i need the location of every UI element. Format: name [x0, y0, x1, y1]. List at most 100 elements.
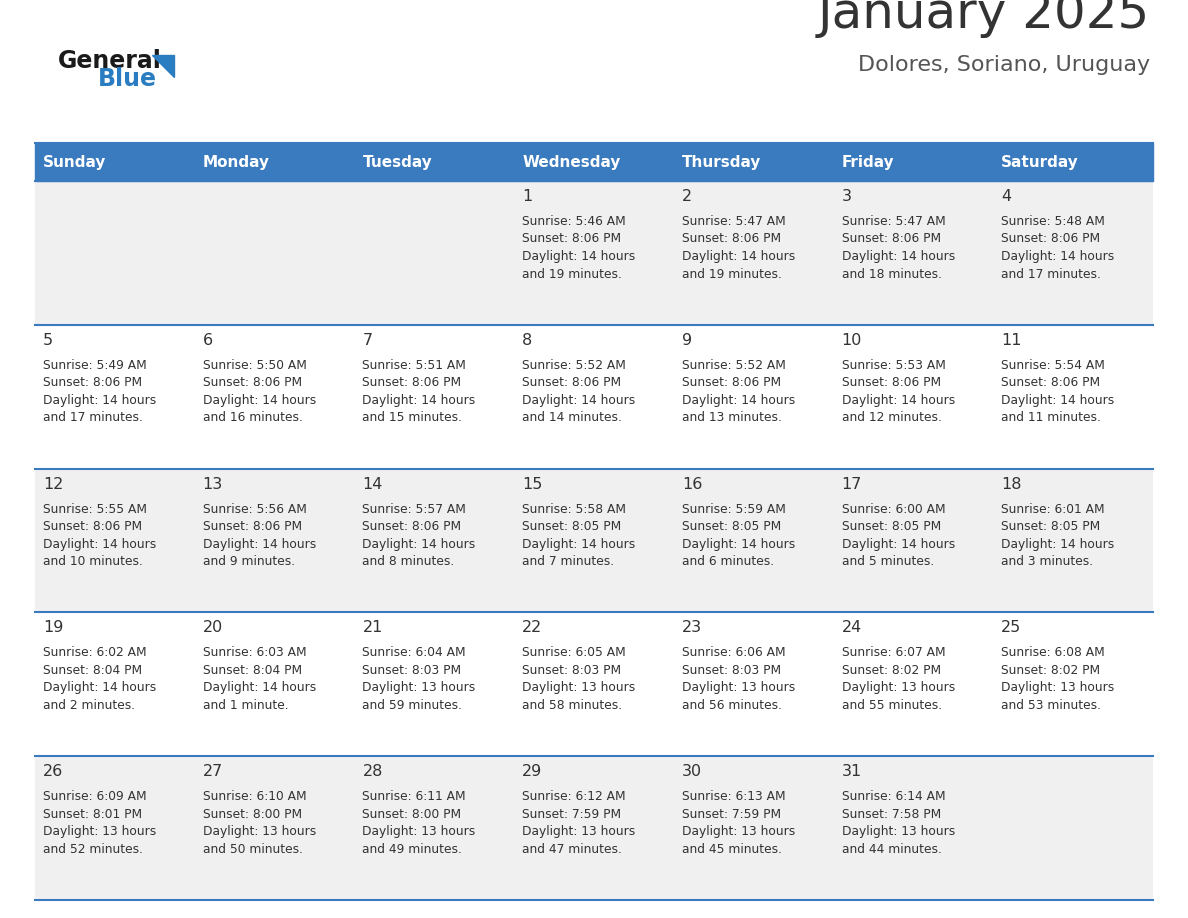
- Text: January 2025: January 2025: [817, 0, 1150, 38]
- Text: 20: 20: [203, 621, 223, 635]
- Text: Sunrise: 6:02 AM: Sunrise: 6:02 AM: [43, 646, 146, 659]
- Text: and 16 minutes.: and 16 minutes.: [203, 411, 303, 424]
- Text: Sunset: 7:59 PM: Sunset: 7:59 PM: [523, 808, 621, 821]
- Text: Daylight: 14 hours: Daylight: 14 hours: [523, 250, 636, 263]
- Text: Sunrise: 6:14 AM: Sunrise: 6:14 AM: [841, 790, 946, 803]
- Text: 10: 10: [841, 333, 862, 348]
- Text: Sunrise: 6:06 AM: Sunrise: 6:06 AM: [682, 646, 785, 659]
- Text: and 59 minutes.: and 59 minutes.: [362, 699, 462, 711]
- Text: Sunrise: 5:59 AM: Sunrise: 5:59 AM: [682, 502, 785, 516]
- Text: 25: 25: [1001, 621, 1022, 635]
- Text: Sunset: 8:06 PM: Sunset: 8:06 PM: [43, 376, 143, 389]
- Text: Sunset: 8:06 PM: Sunset: 8:06 PM: [523, 376, 621, 389]
- Text: Sunset: 8:03 PM: Sunset: 8:03 PM: [682, 664, 781, 677]
- Text: and 13 minutes.: and 13 minutes.: [682, 411, 782, 424]
- Text: and 56 minutes.: and 56 minutes.: [682, 699, 782, 711]
- FancyBboxPatch shape: [34, 612, 1154, 756]
- FancyBboxPatch shape: [34, 468, 1154, 612]
- Text: Sunrise: 6:00 AM: Sunrise: 6:00 AM: [841, 502, 946, 516]
- Text: and 2 minutes.: and 2 minutes.: [43, 699, 135, 711]
- Text: Sunset: 8:00 PM: Sunset: 8:00 PM: [362, 808, 462, 821]
- Text: Wednesday: Wednesday: [523, 154, 620, 170]
- Text: 30: 30: [682, 764, 702, 779]
- Text: Daylight: 14 hours: Daylight: 14 hours: [203, 394, 316, 407]
- Text: Sunrise: 5:47 AM: Sunrise: 5:47 AM: [841, 215, 946, 228]
- Text: Sunrise: 5:56 AM: Sunrise: 5:56 AM: [203, 502, 307, 516]
- Text: Sunset: 8:06 PM: Sunset: 8:06 PM: [1001, 232, 1100, 245]
- Text: Sunset: 8:03 PM: Sunset: 8:03 PM: [523, 664, 621, 677]
- Text: 11: 11: [1001, 333, 1022, 348]
- Text: and 7 minutes.: and 7 minutes.: [523, 555, 614, 568]
- Text: 1: 1: [523, 189, 532, 204]
- Text: Sunrise: 5:52 AM: Sunrise: 5:52 AM: [682, 359, 785, 372]
- Text: Sunrise: 5:49 AM: Sunrise: 5:49 AM: [43, 359, 147, 372]
- Text: Daylight: 14 hours: Daylight: 14 hours: [43, 538, 157, 551]
- Text: 14: 14: [362, 476, 383, 492]
- Text: and 14 minutes.: and 14 minutes.: [523, 411, 623, 424]
- Text: Daylight: 13 hours: Daylight: 13 hours: [682, 681, 795, 694]
- Text: and 15 minutes.: and 15 minutes.: [362, 411, 462, 424]
- FancyBboxPatch shape: [34, 143, 195, 181]
- Text: Daylight: 13 hours: Daylight: 13 hours: [523, 681, 636, 694]
- Text: and 11 minutes.: and 11 minutes.: [1001, 411, 1101, 424]
- Text: and 53 minutes.: and 53 minutes.: [1001, 699, 1101, 711]
- Text: Daylight: 14 hours: Daylight: 14 hours: [43, 394, 157, 407]
- Text: Blue: Blue: [97, 67, 157, 91]
- Text: Sunrise: 5:58 AM: Sunrise: 5:58 AM: [523, 502, 626, 516]
- Text: Daylight: 14 hours: Daylight: 14 hours: [841, 250, 955, 263]
- Text: Daylight: 13 hours: Daylight: 13 hours: [362, 825, 475, 838]
- Text: Daylight: 14 hours: Daylight: 14 hours: [1001, 394, 1114, 407]
- Text: and 3 minutes.: and 3 minutes.: [1001, 555, 1093, 568]
- Text: Sunrise: 5:54 AM: Sunrise: 5:54 AM: [1001, 359, 1105, 372]
- Text: 31: 31: [841, 764, 861, 779]
- Text: Sunset: 8:06 PM: Sunset: 8:06 PM: [682, 376, 781, 389]
- Text: Sunset: 8:06 PM: Sunset: 8:06 PM: [682, 232, 781, 245]
- Text: Daylight: 13 hours: Daylight: 13 hours: [841, 825, 955, 838]
- Text: 4: 4: [1001, 189, 1011, 204]
- Text: Daylight: 14 hours: Daylight: 14 hours: [43, 681, 157, 694]
- Text: Daylight: 13 hours: Daylight: 13 hours: [682, 825, 795, 838]
- Text: Sunset: 8:06 PM: Sunset: 8:06 PM: [203, 376, 302, 389]
- Text: Sunrise: 5:48 AM: Sunrise: 5:48 AM: [1001, 215, 1105, 228]
- Text: Daylight: 14 hours: Daylight: 14 hours: [1001, 538, 1114, 551]
- Text: Sunset: 8:03 PM: Sunset: 8:03 PM: [362, 664, 462, 677]
- Text: and 19 minutes.: and 19 minutes.: [523, 267, 623, 281]
- Text: Sunset: 8:04 PM: Sunset: 8:04 PM: [43, 664, 143, 677]
- Text: 16: 16: [682, 476, 702, 492]
- Text: 23: 23: [682, 621, 702, 635]
- Text: Sunset: 8:06 PM: Sunset: 8:06 PM: [203, 521, 302, 533]
- Text: and 5 minutes.: and 5 minutes.: [841, 555, 934, 568]
- Text: Daylight: 14 hours: Daylight: 14 hours: [1001, 250, 1114, 263]
- Text: Sunday: Sunday: [43, 154, 107, 170]
- Text: Sunset: 8:05 PM: Sunset: 8:05 PM: [1001, 521, 1100, 533]
- Text: Daylight: 13 hours: Daylight: 13 hours: [43, 825, 157, 838]
- Polygon shape: [152, 55, 173, 77]
- Text: Sunrise: 5:57 AM: Sunrise: 5:57 AM: [362, 502, 466, 516]
- Text: and 55 minutes.: and 55 minutes.: [841, 699, 942, 711]
- Text: Daylight: 14 hours: Daylight: 14 hours: [203, 538, 316, 551]
- Text: 18: 18: [1001, 476, 1022, 492]
- Text: Sunset: 8:05 PM: Sunset: 8:05 PM: [841, 521, 941, 533]
- Text: and 58 minutes.: and 58 minutes.: [523, 699, 623, 711]
- Text: Sunset: 8:06 PM: Sunset: 8:06 PM: [841, 376, 941, 389]
- Text: 15: 15: [523, 476, 543, 492]
- Text: and 17 minutes.: and 17 minutes.: [1001, 267, 1101, 281]
- Text: Sunrise: 5:55 AM: Sunrise: 5:55 AM: [43, 502, 147, 516]
- Text: 2: 2: [682, 189, 691, 204]
- FancyBboxPatch shape: [34, 756, 1154, 900]
- Text: and 17 minutes.: and 17 minutes.: [43, 411, 143, 424]
- Text: Daylight: 14 hours: Daylight: 14 hours: [523, 394, 636, 407]
- FancyBboxPatch shape: [674, 143, 834, 181]
- Text: Sunset: 7:59 PM: Sunset: 7:59 PM: [682, 808, 781, 821]
- Text: Sunrise: 6:09 AM: Sunrise: 6:09 AM: [43, 790, 146, 803]
- Text: Sunrise: 6:12 AM: Sunrise: 6:12 AM: [523, 790, 626, 803]
- Text: Daylight: 14 hours: Daylight: 14 hours: [362, 538, 475, 551]
- Text: and 45 minutes.: and 45 minutes.: [682, 843, 782, 856]
- Text: General: General: [58, 49, 162, 73]
- FancyBboxPatch shape: [834, 143, 993, 181]
- Text: Sunset: 8:05 PM: Sunset: 8:05 PM: [682, 521, 781, 533]
- Text: and 18 minutes.: and 18 minutes.: [841, 267, 942, 281]
- Text: 8: 8: [523, 333, 532, 348]
- Text: Sunrise: 5:51 AM: Sunrise: 5:51 AM: [362, 359, 466, 372]
- Text: 29: 29: [523, 764, 543, 779]
